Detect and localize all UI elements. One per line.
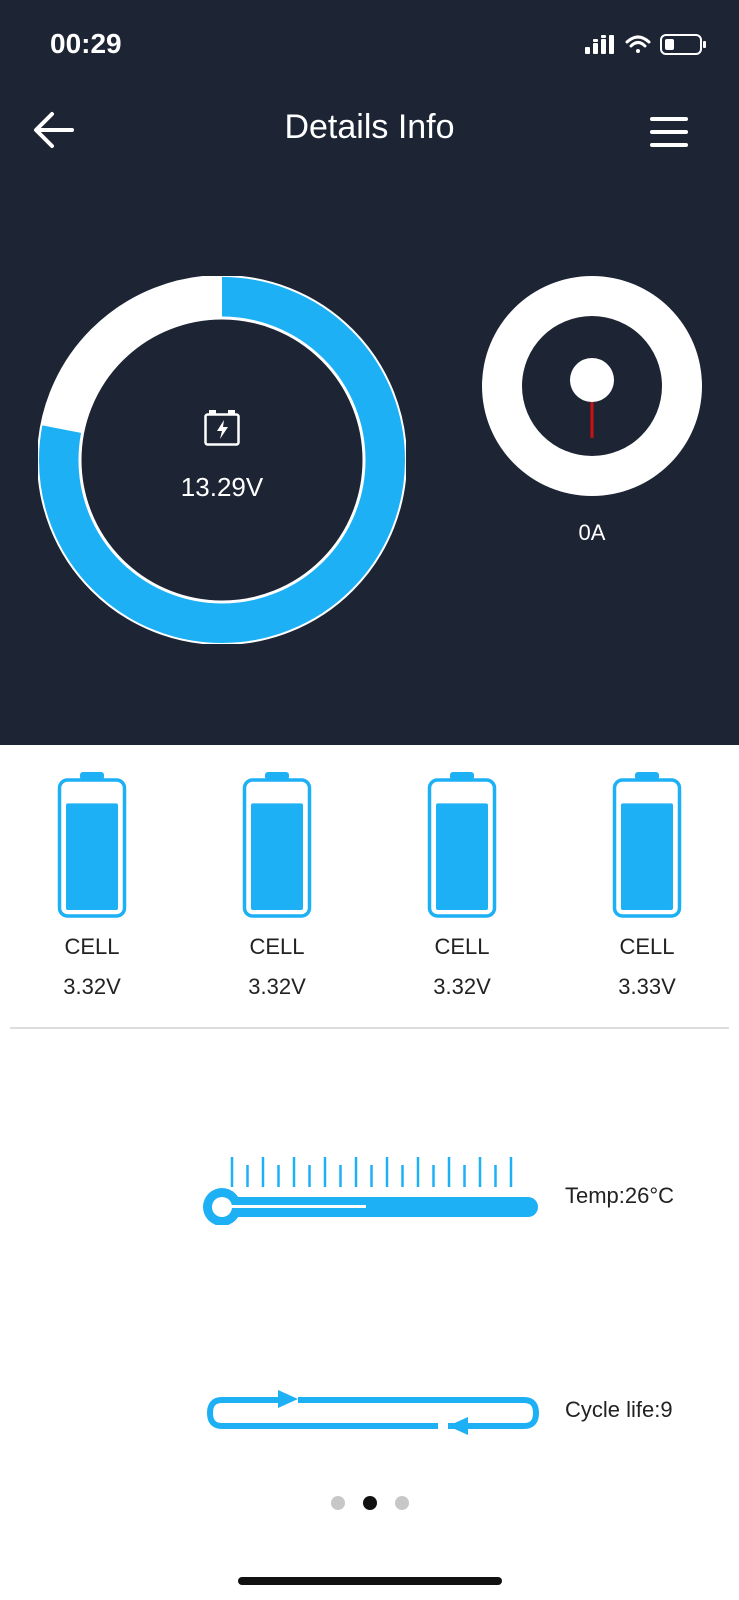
current-gauge bbox=[482, 276, 702, 496]
cell-battery-icon bbox=[612, 772, 682, 918]
page-title: Details Info bbox=[284, 108, 455, 146]
thermometer-icon bbox=[203, 1157, 538, 1225]
voltage-gauge bbox=[38, 276, 406, 644]
cell-level-fill bbox=[66, 803, 118, 910]
menu-button[interactable] bbox=[648, 112, 690, 152]
battery-low-icon bbox=[660, 34, 706, 55]
cell-battery-icon bbox=[427, 772, 497, 918]
page-indicator bbox=[0, 1496, 739, 1515]
status-icons bbox=[581, 30, 711, 65]
hamburger-menu-icon bbox=[650, 117, 688, 147]
cell-label: CELL bbox=[64, 934, 120, 959]
cell-battery-icon bbox=[242, 772, 312, 918]
cell-label: CELL bbox=[249, 934, 305, 959]
cell-item: CELL 3.33V bbox=[592, 770, 702, 1000]
back-button[interactable] bbox=[30, 108, 80, 152]
page-dot[interactable] bbox=[330, 1496, 345, 1510]
cell-item: CELL 3.32V bbox=[37, 770, 147, 1000]
temperature-value: Temp:26°C bbox=[565, 1183, 675, 1208]
cycle-life-value: Cycle life:9 bbox=[565, 1397, 673, 1422]
cell-level-fill bbox=[621, 803, 673, 910]
page-dot[interactable] bbox=[394, 1496, 409, 1510]
cell-item: CELL 3.32V bbox=[407, 770, 517, 1000]
home-indicator[interactable] bbox=[238, 1577, 502, 1585]
voltage-value: 13.29V bbox=[180, 472, 264, 502]
cell-voltage: 3.32V bbox=[248, 974, 306, 999]
cell-voltage: 3.33V bbox=[618, 974, 676, 999]
voltage-gauge-fill bbox=[39, 277, 405, 643]
cell-battery-icon bbox=[57, 772, 127, 918]
arrow-left-icon bbox=[34, 112, 74, 148]
cell-level-fill bbox=[251, 803, 303, 910]
wifi-icon bbox=[625, 35, 651, 53]
cell-label: CELL bbox=[434, 934, 490, 959]
cell-voltage: 3.32V bbox=[63, 974, 121, 999]
current-value: 0A bbox=[578, 520, 606, 545]
page-dot[interactable] bbox=[362, 1496, 377, 1510]
battery-charge-icon bbox=[204, 410, 240, 446]
cellular-signal-icon bbox=[585, 35, 614, 54]
section-divider bbox=[10, 1027, 729, 1029]
cell-label: CELL bbox=[619, 934, 675, 959]
status-time: 00:29 bbox=[50, 28, 122, 59]
cell-voltage: 3.32V bbox=[433, 974, 491, 999]
cell-level-fill bbox=[436, 803, 488, 910]
cycle-arrows-icon bbox=[206, 1390, 540, 1435]
cell-list: CELL 3.32V CELL 3.32V CELL 3.32V CELL 3.… bbox=[0, 770, 739, 1010]
cell-item: CELL 3.32V bbox=[222, 770, 332, 1000]
current-gauge-pivot bbox=[570, 358, 614, 402]
